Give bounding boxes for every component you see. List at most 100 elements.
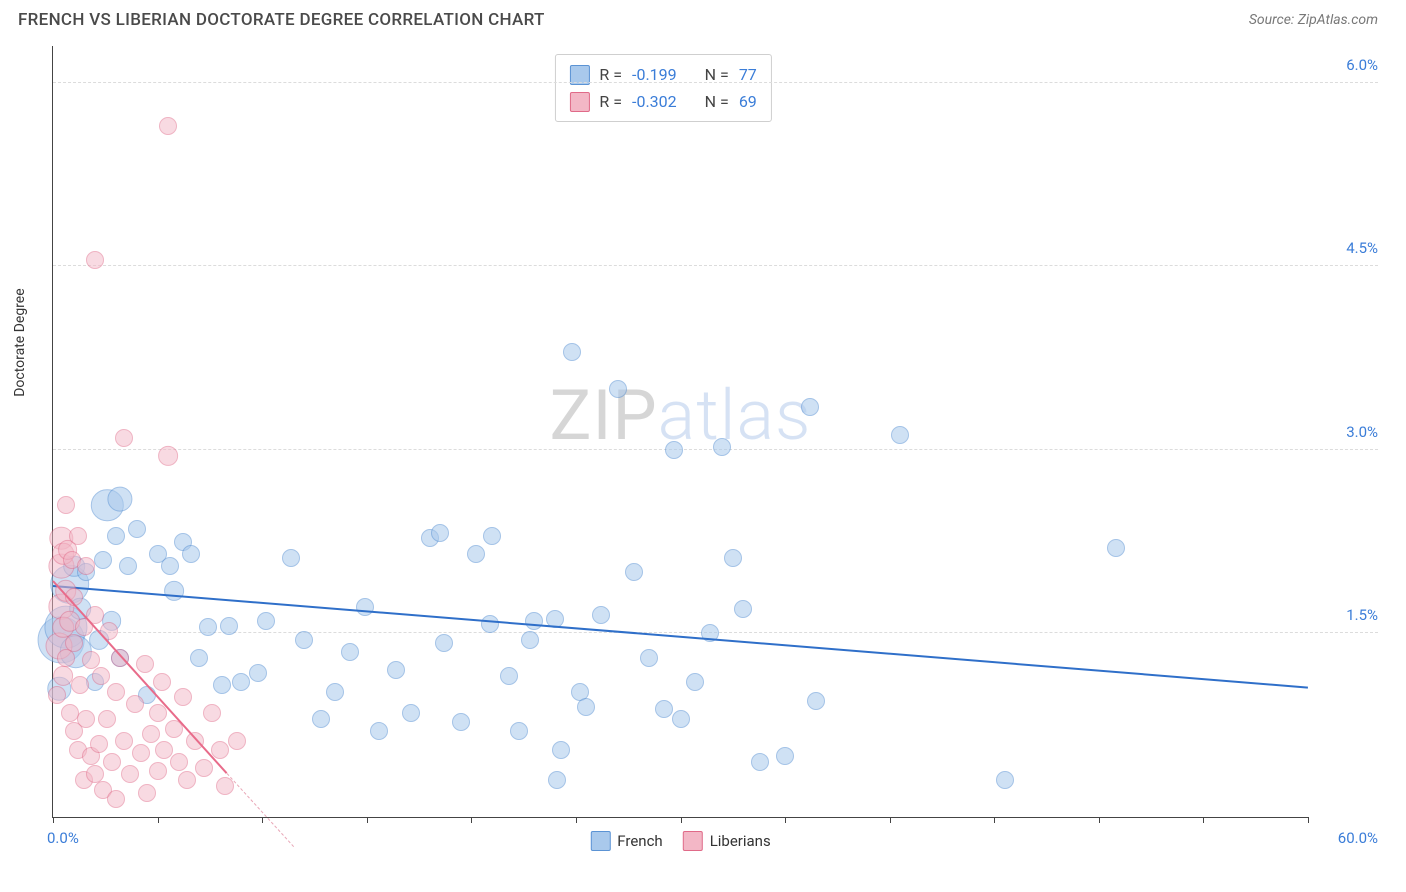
data-point <box>107 527 125 545</box>
x-axis-min-label: 0.0% <box>47 829 79 847</box>
data-point <box>77 557 95 575</box>
data-point <box>341 643 359 661</box>
data-point <box>625 563 643 581</box>
data-point <box>521 631 539 649</box>
data-point <box>640 649 658 667</box>
x-tick <box>158 817 159 823</box>
x-tick <box>681 817 682 823</box>
trend-line <box>226 773 294 847</box>
data-point <box>387 661 405 679</box>
data-point <box>82 651 100 669</box>
data-point <box>77 710 95 728</box>
data-point <box>1107 539 1125 557</box>
plot-area: ZIPatlas R = -0.199 N = 77 R = -0.302 N … <box>52 46 1308 818</box>
chart-header: FRENCH VS LIBERIAN DOCTORATE DEGREE CORR… <box>0 0 1406 36</box>
x-tick <box>994 817 995 823</box>
watermark-part1: ZIP <box>550 375 658 457</box>
data-point <box>431 524 449 542</box>
data-point <box>249 664 267 682</box>
data-point <box>158 446 178 466</box>
x-tick <box>576 817 577 823</box>
r-label: R = <box>599 61 622 88</box>
data-point <box>734 600 752 618</box>
x-tick <box>262 817 263 823</box>
data-point <box>713 438 731 456</box>
data-point <box>751 753 769 771</box>
data-point <box>128 520 146 538</box>
legend-item-liberians: Liberians <box>683 831 771 851</box>
data-point <box>220 617 238 635</box>
data-point <box>686 673 704 691</box>
data-point <box>149 762 167 780</box>
x-tick <box>1203 817 1204 823</box>
legend: French Liberians <box>590 831 770 851</box>
data-point <box>563 343 581 361</box>
data-point <box>724 549 742 567</box>
data-point <box>452 713 470 731</box>
data-point <box>257 612 275 630</box>
stats-row-french: R = -0.199 N = 77 <box>569 61 756 88</box>
data-point <box>481 615 499 633</box>
data-point <box>195 759 213 777</box>
chart-source: Source: ZipAtlas.com <box>1249 12 1378 28</box>
n-label: N = <box>705 88 729 115</box>
data-point <box>98 710 116 728</box>
swatch-liberians <box>569 92 589 112</box>
x-tick <box>1308 817 1309 823</box>
data-point <box>552 741 570 759</box>
r-label: R = <box>599 88 622 115</box>
data-point <box>149 704 167 722</box>
data-point <box>672 710 690 728</box>
data-point <box>161 557 179 575</box>
data-point <box>211 741 229 759</box>
data-point <box>164 581 184 601</box>
data-point <box>92 667 110 685</box>
data-point <box>107 683 125 701</box>
data-point <box>776 747 794 765</box>
data-point <box>132 744 150 762</box>
data-point <box>295 631 313 649</box>
data-point <box>115 732 133 750</box>
data-point <box>69 527 87 545</box>
gridline <box>53 82 1378 83</box>
data-point <box>996 771 1014 789</box>
data-point <box>577 698 595 716</box>
r-value-french: -0.199 <box>632 61 677 88</box>
x-tick <box>1099 817 1100 823</box>
data-point <box>891 426 909 444</box>
source-value: ZipAtlas.com <box>1298 12 1378 28</box>
chart-container: Doctorate Degree ZIPatlas R = -0.199 N =… <box>18 36 1388 866</box>
data-point <box>159 117 177 135</box>
x-tick <box>53 817 54 823</box>
data-point <box>655 700 673 718</box>
data-point <box>136 655 154 673</box>
y-tick-label: 4.5% <box>1318 239 1378 257</box>
data-point <box>57 496 75 514</box>
data-point <box>153 673 171 691</box>
legend-item-french: French <box>590 831 662 851</box>
data-point <box>213 676 231 694</box>
data-point <box>182 545 200 563</box>
data-point <box>71 676 89 694</box>
data-point <box>61 704 79 722</box>
data-point <box>174 688 192 706</box>
data-point <box>807 692 825 710</box>
r-value-liberians: -0.302 <box>632 88 677 115</box>
legend-label-french: French <box>617 832 662 850</box>
data-point <box>232 673 250 691</box>
source-label: Source: <box>1249 12 1294 28</box>
data-point <box>370 722 388 740</box>
data-point <box>203 704 221 722</box>
data-point <box>228 732 246 750</box>
data-point <box>592 606 610 624</box>
data-point <box>121 765 139 783</box>
gridline <box>53 265 1378 266</box>
y-axis-label: Doctorate Degree <box>12 288 28 396</box>
legend-swatch-french <box>590 831 610 851</box>
data-point <box>312 710 330 728</box>
data-point <box>467 545 485 563</box>
x-tick <box>471 817 472 823</box>
data-point <box>525 612 543 630</box>
data-point <box>483 527 501 545</box>
data-point <box>402 704 420 722</box>
